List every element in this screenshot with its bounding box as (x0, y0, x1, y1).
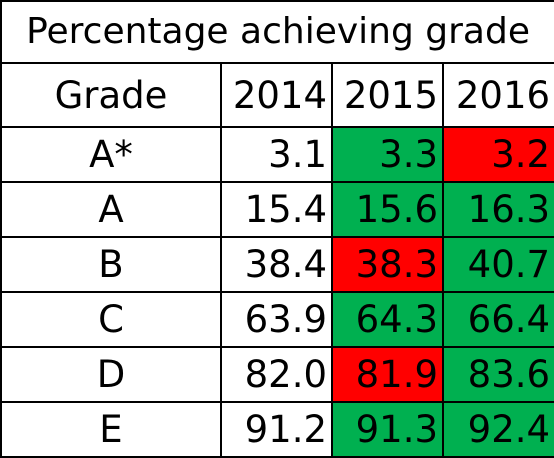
table-row: D 82.0 81.9 83.6 (0, 346, 554, 403)
header-row: Grade 2014 2015 2016 (0, 62, 554, 128)
value-cell-2016: 92.4 (441, 401, 554, 458)
grade-column-header: Grade (0, 62, 222, 128)
value-cell-2016: 83.6 (441, 346, 554, 403)
table-title: Percentage achieving grade (0, 0, 554, 64)
value-cell-2014: 63.9 (220, 291, 333, 348)
value-cell-2016: 66.4 (441, 291, 554, 348)
value-cell-2016: 16.3 (441, 181, 554, 238)
table-row: A 15.4 15.6 16.3 (0, 181, 554, 238)
grade-cell: A* (0, 126, 222, 183)
grade-cell: A (0, 181, 222, 238)
table-row: C 63.9 64.3 66.4 (0, 291, 554, 348)
value-cell-2014: 15.4 (220, 181, 333, 238)
table-row: A* 3.1 3.3 3.2 (0, 126, 554, 183)
grade-cell: E (0, 401, 222, 458)
grade-cell: B (0, 236, 222, 293)
grade-cell: D (0, 346, 222, 403)
title-row: Percentage achieving grade (0, 0, 554, 64)
value-cell-2015: 15.6 (331, 181, 444, 238)
grade-cell: C (0, 291, 222, 348)
value-cell-2015: 64.3 (331, 291, 444, 348)
value-cell-2014: 3.1 (220, 126, 333, 183)
value-cell-2016: 3.2 (441, 126, 554, 183)
value-cell-2014: 38.4 (220, 236, 333, 293)
table-row: B 38.4 38.3 40.7 (0, 236, 554, 293)
value-cell-2014: 82.0 (220, 346, 333, 403)
year-column-header-2014: 2014 (220, 62, 333, 128)
value-cell-2014: 91.2 (220, 401, 333, 458)
value-cell-2015: 91.3 (331, 401, 444, 458)
year-column-header-2016: 2016 (441, 62, 554, 128)
value-cell-2015: 3.3 (331, 126, 444, 183)
value-cell-2016: 40.7 (441, 236, 554, 293)
value-cell-2015: 38.3 (331, 236, 444, 293)
table-row: E 91.2 91.3 92.4 (0, 401, 554, 458)
value-cell-2015: 81.9 (331, 346, 444, 403)
year-column-header-2015: 2015 (331, 62, 444, 128)
